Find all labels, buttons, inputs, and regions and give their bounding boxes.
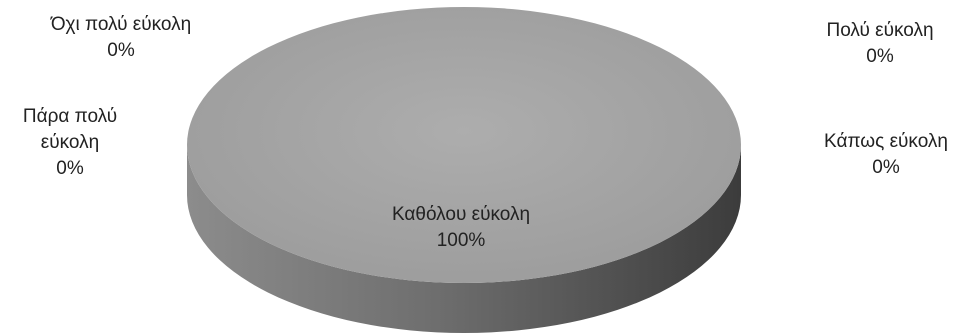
slice-label-2: Πάρα πολύ εύκολη 0%	[23, 106, 117, 179]
slice-name-1: Πολύ εύκολη	[826, 20, 933, 41]
slice-percent-0: 0%	[107, 40, 135, 61]
pie-slice-4	[187, 7, 741, 283]
slice-label-3: Κάπως εύκολη 0%	[824, 131, 948, 178]
slice-percent-3: 0%	[872, 157, 900, 178]
slice-name-4: Καθόλου εύκολη	[392, 204, 530, 225]
pie-slice-side-4	[187, 145, 741, 333]
slice-label-4: Καθόλου εύκολη 100%	[392, 204, 530, 251]
slice-percent-4: 100%	[437, 230, 486, 251]
slice-name-3: Κάπως εύκολη	[824, 131, 948, 152]
pie-marks	[187, 7, 741, 333]
slice-percent-2: 0%	[56, 158, 84, 179]
slice-label-0: Όχι πολύ εύκολη 0%	[50, 14, 191, 61]
slice-percent-1: 0%	[866, 46, 894, 67]
slice-name-0: Όχι πολύ εύκολη	[50, 14, 191, 35]
slice-name-2: Πάρα πολύ	[23, 106, 117, 127]
slice-label-1: Πολύ εύκολη 0%	[826, 20, 933, 67]
slice-name-2: εύκολη	[41, 132, 99, 153]
pie-labels: Όχι πολύ εύκολη 0% Πολύ εύκολη 0% Πάρα πολύ ε…	[23, 14, 948, 251]
